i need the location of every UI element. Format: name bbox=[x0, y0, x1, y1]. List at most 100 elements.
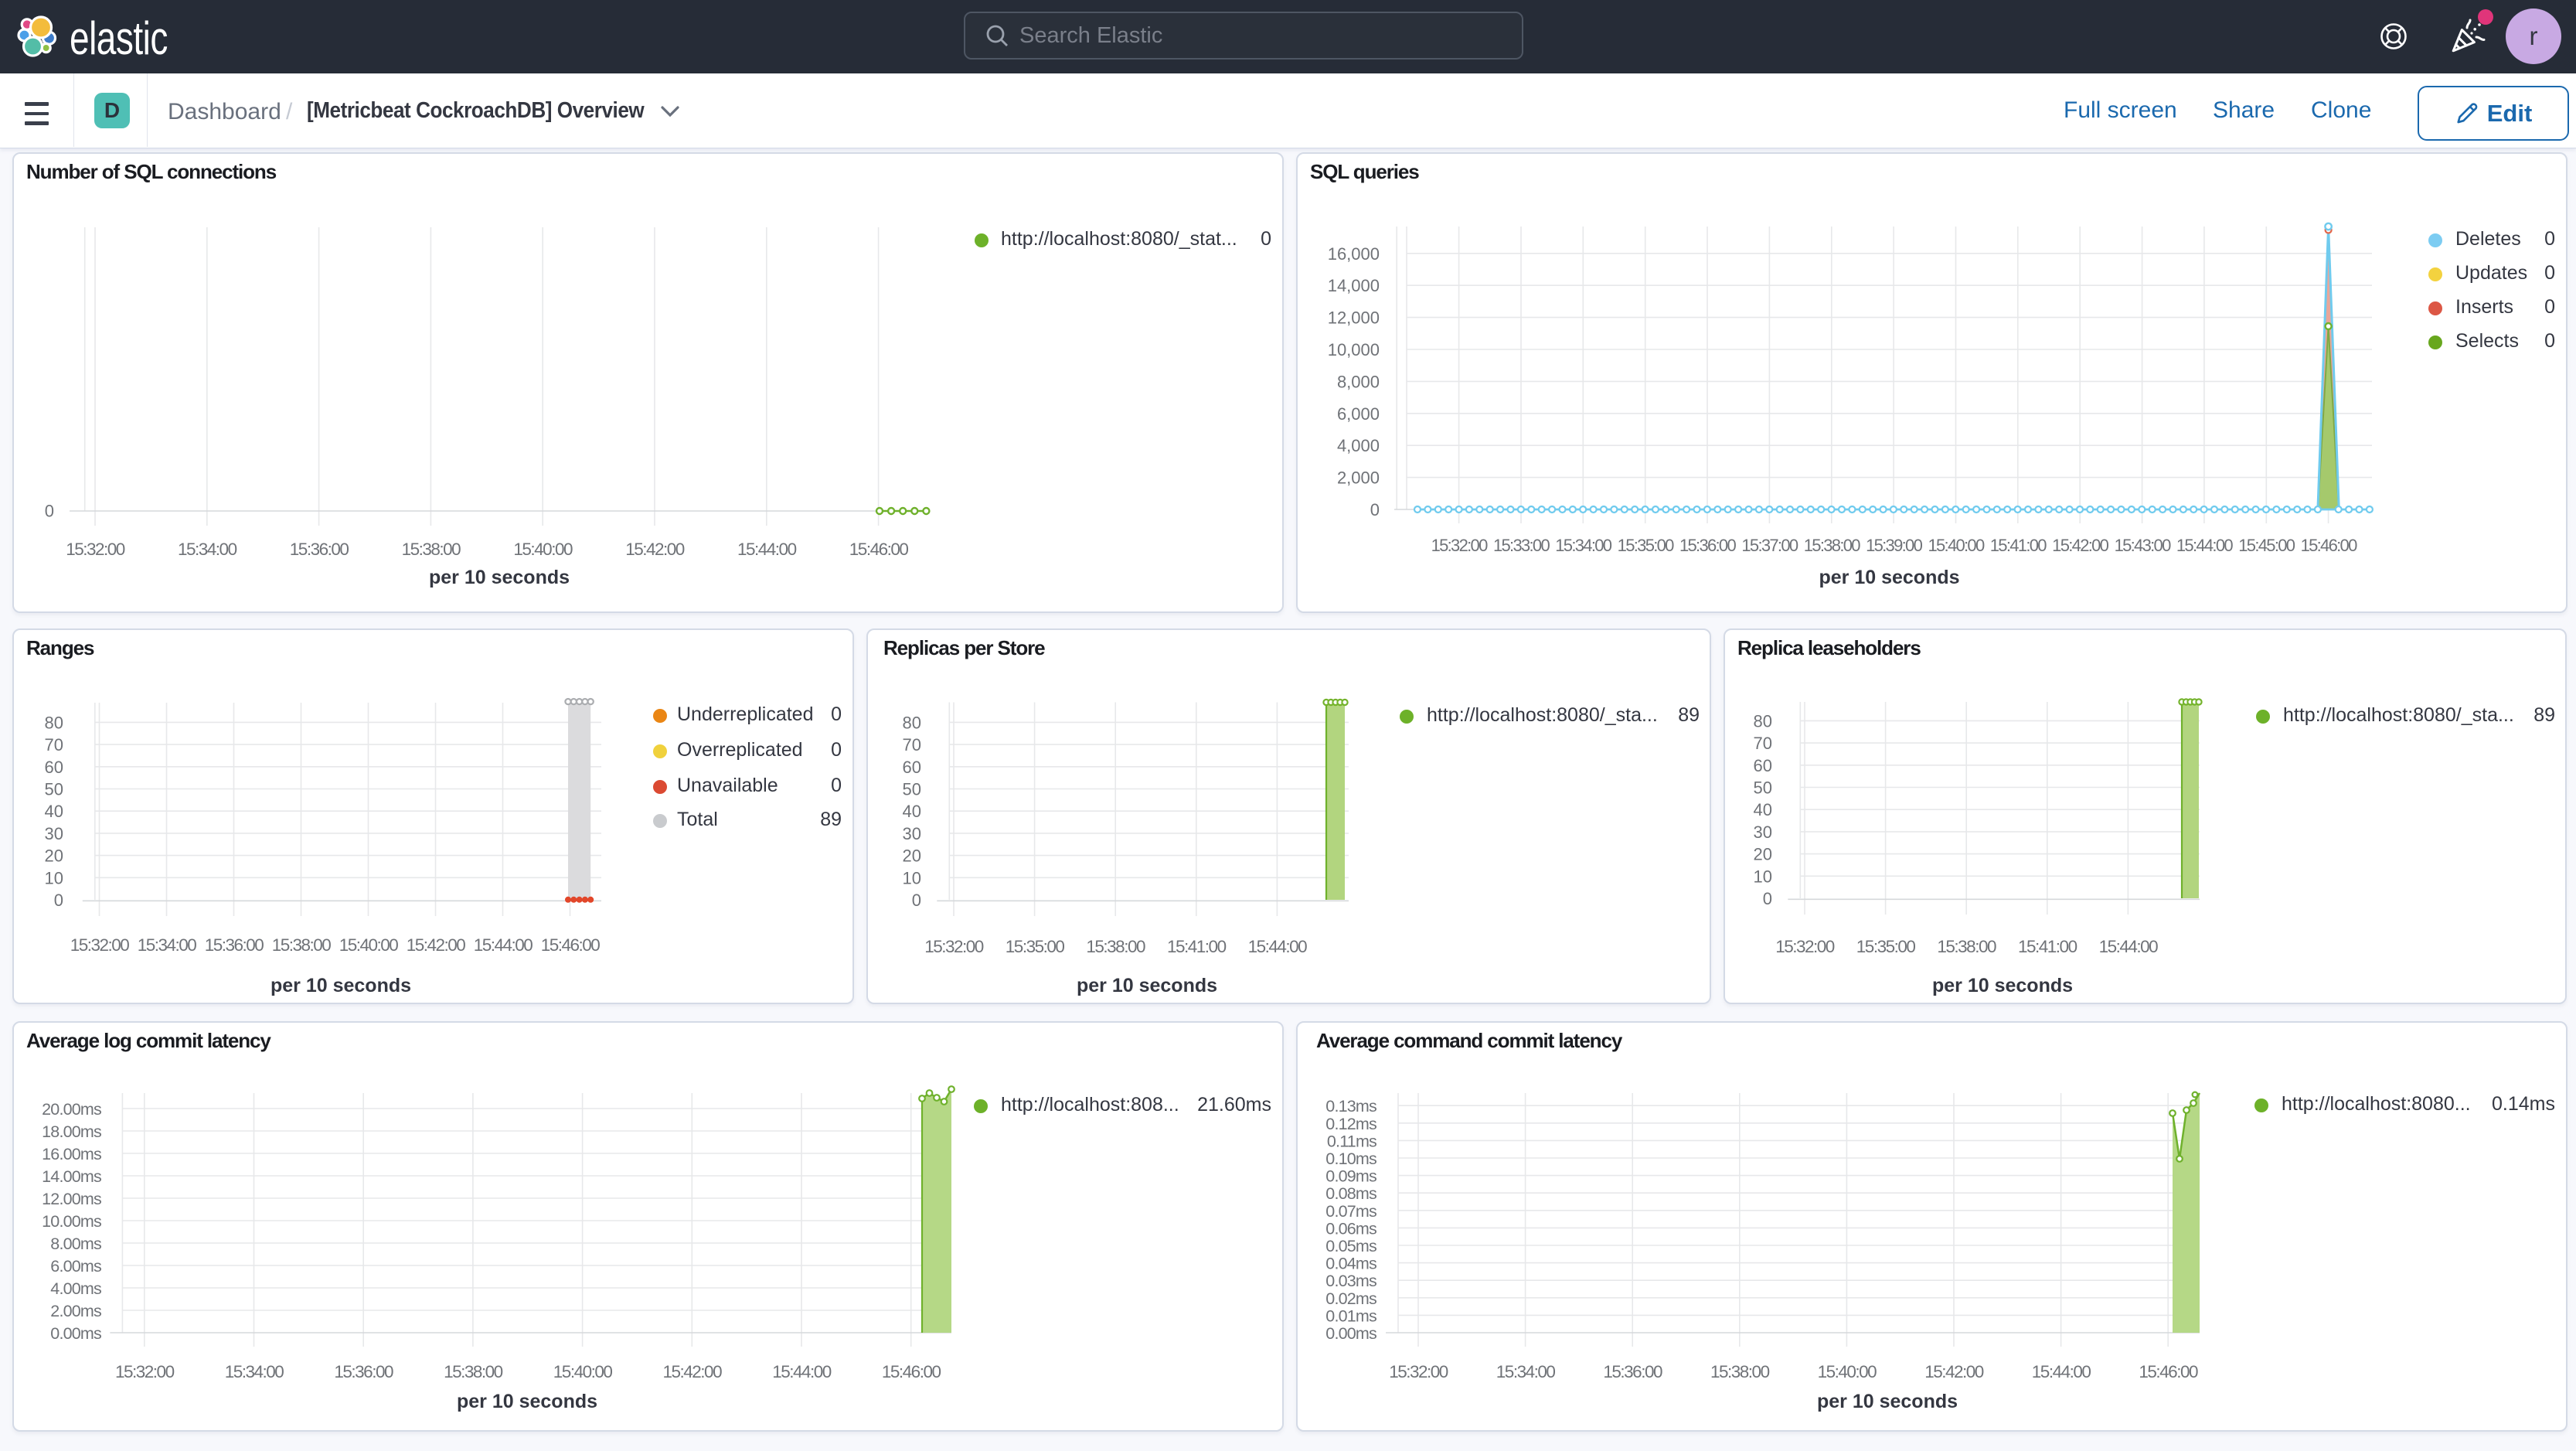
svg-text:40: 40 bbox=[903, 802, 921, 821]
svg-text:0: 0 bbox=[1370, 500, 1380, 519]
svg-text:0.00ms: 0.00ms bbox=[1325, 1324, 1376, 1343]
svg-text:15:39:00: 15:39:00 bbox=[1866, 536, 1923, 555]
svg-text:40: 40 bbox=[1754, 800, 1772, 819]
svg-text:15:42:00: 15:42:00 bbox=[407, 935, 466, 955]
svg-text:15:44:00: 15:44:00 bbox=[474, 935, 533, 955]
svg-text:6.00ms: 6.00ms bbox=[50, 1257, 101, 1276]
svg-text:15:34:00: 15:34:00 bbox=[1555, 536, 1612, 555]
svg-text:80: 80 bbox=[903, 713, 921, 732]
svg-text:15:43:00: 15:43:00 bbox=[2115, 536, 2172, 555]
svg-text:0: 0 bbox=[912, 891, 921, 910]
svg-text:15:44:00: 15:44:00 bbox=[1248, 937, 1308, 956]
svg-text:15:34:00: 15:34:00 bbox=[178, 540, 237, 559]
svg-text:15:46:00: 15:46:00 bbox=[2301, 536, 2358, 555]
svg-text:20.00ms: 20.00ms bbox=[42, 1100, 101, 1119]
svg-text:15:42:00: 15:42:00 bbox=[663, 1362, 723, 1381]
svg-text:15:41:00: 15:41:00 bbox=[2018, 937, 2077, 956]
svg-text:15:35:00: 15:35:00 bbox=[1618, 536, 1675, 555]
svg-text:50: 50 bbox=[1754, 778, 1772, 798]
svg-text:15:44:00: 15:44:00 bbox=[772, 1362, 832, 1381]
svg-text:per 10 seconds: per 10 seconds bbox=[1077, 975, 1217, 996]
svg-text:15:34:00: 15:34:00 bbox=[225, 1362, 284, 1381]
svg-text:15:38:00: 15:38:00 bbox=[402, 540, 461, 559]
svg-text:0.12ms: 0.12ms bbox=[1325, 1115, 1376, 1133]
svg-text:80: 80 bbox=[45, 713, 63, 732]
svg-text:10: 10 bbox=[903, 868, 921, 887]
svg-text:15:32:00: 15:32:00 bbox=[1775, 937, 1835, 956]
svg-text:15:32:00: 15:32:00 bbox=[1431, 536, 1489, 555]
svg-text:0.00ms: 0.00ms bbox=[50, 1324, 101, 1343]
svg-text:15:38:00: 15:38:00 bbox=[272, 935, 332, 955]
svg-text:0.03ms: 0.03ms bbox=[1325, 1272, 1376, 1290]
svg-text:15:44:00: 15:44:00 bbox=[2176, 536, 2234, 555]
svg-text:10,000: 10,000 bbox=[1328, 340, 1380, 359]
svg-text:15:40:00: 15:40:00 bbox=[339, 935, 399, 955]
svg-text:30: 30 bbox=[903, 824, 921, 843]
svg-text:2,000: 2,000 bbox=[1337, 468, 1380, 488]
svg-text:0.10ms: 0.10ms bbox=[1325, 1150, 1376, 1168]
svg-text:15:46:00: 15:46:00 bbox=[541, 935, 601, 955]
svg-text:0.08ms: 0.08ms bbox=[1325, 1184, 1376, 1203]
svg-text:0.09ms: 0.09ms bbox=[1325, 1167, 1376, 1186]
svg-text:2.00ms: 2.00ms bbox=[50, 1302, 101, 1320]
svg-text:14.00ms: 14.00ms bbox=[42, 1167, 101, 1186]
svg-text:70: 70 bbox=[45, 735, 63, 754]
svg-text:15:36:00: 15:36:00 bbox=[1603, 1362, 1662, 1381]
svg-text:per 10 seconds: per 10 seconds bbox=[429, 567, 570, 588]
svg-text:15:46:00: 15:46:00 bbox=[2139, 1362, 2198, 1381]
svg-text:0.02ms: 0.02ms bbox=[1325, 1289, 1376, 1308]
svg-text:4,000: 4,000 bbox=[1337, 436, 1380, 455]
svg-text:15:46:00: 15:46:00 bbox=[849, 540, 909, 559]
svg-text:15:41:00: 15:41:00 bbox=[1167, 937, 1227, 956]
svg-text:30: 30 bbox=[45, 824, 63, 843]
svg-text:6,000: 6,000 bbox=[1337, 404, 1380, 424]
svg-text:0.13ms: 0.13ms bbox=[1325, 1097, 1376, 1115]
svg-text:15:38:00: 15:38:00 bbox=[1937, 937, 1996, 956]
svg-text:4.00ms: 4.00ms bbox=[50, 1279, 101, 1298]
svg-text:15:32:00: 15:32:00 bbox=[115, 1362, 175, 1381]
svg-text:15:44:00: 15:44:00 bbox=[737, 540, 797, 559]
svg-text:0.07ms: 0.07ms bbox=[1325, 1202, 1376, 1221]
svg-text:30: 30 bbox=[1754, 823, 1772, 842]
svg-text:15:36:00: 15:36:00 bbox=[290, 540, 349, 559]
svg-text:15:42:00: 15:42:00 bbox=[1924, 1362, 1984, 1381]
svg-text:10: 10 bbox=[1754, 867, 1772, 886]
svg-text:60: 60 bbox=[903, 758, 921, 777]
svg-text:0: 0 bbox=[1763, 889, 1772, 908]
svg-text:15:38:00: 15:38:00 bbox=[1086, 937, 1145, 956]
svg-text:15:36:00: 15:36:00 bbox=[334, 1362, 393, 1381]
svg-text:per 10 seconds: per 10 seconds bbox=[457, 1391, 597, 1412]
svg-text:80: 80 bbox=[1754, 711, 1772, 731]
svg-text:0: 0 bbox=[54, 891, 63, 910]
svg-text:15:40:00: 15:40:00 bbox=[1818, 1362, 1877, 1381]
svg-text:15:42:00: 15:42:00 bbox=[625, 540, 685, 559]
svg-text:15:33:00: 15:33:00 bbox=[1493, 536, 1550, 555]
svg-text:15:42:00: 15:42:00 bbox=[2052, 536, 2109, 555]
svg-text:18.00ms: 18.00ms bbox=[42, 1122, 101, 1141]
svg-text:15:44:00: 15:44:00 bbox=[2099, 937, 2159, 956]
svg-text:16,000: 16,000 bbox=[1328, 244, 1380, 264]
svg-text:15:44:00: 15:44:00 bbox=[2032, 1362, 2091, 1381]
svg-text:per 10 seconds: per 10 seconds bbox=[1932, 975, 2073, 996]
svg-text:60: 60 bbox=[1754, 756, 1772, 775]
svg-text:70: 70 bbox=[903, 735, 921, 754]
svg-text:0.05ms: 0.05ms bbox=[1325, 1237, 1376, 1255]
svg-text:per 10 seconds: per 10 seconds bbox=[271, 975, 411, 996]
svg-text:15:35:00: 15:35:00 bbox=[1006, 937, 1065, 956]
svg-text:20: 20 bbox=[903, 846, 921, 866]
svg-text:50: 50 bbox=[903, 780, 921, 799]
svg-text:15:32:00: 15:32:00 bbox=[66, 540, 125, 559]
svg-text:0: 0 bbox=[45, 502, 54, 521]
svg-text:15:38:00: 15:38:00 bbox=[1804, 536, 1861, 555]
svg-text:15:38:00: 15:38:00 bbox=[1710, 1362, 1770, 1381]
svg-text:10.00ms: 10.00ms bbox=[42, 1212, 101, 1231]
svg-text:10: 10 bbox=[45, 868, 63, 887]
svg-text:0.04ms: 0.04ms bbox=[1325, 1255, 1376, 1273]
svg-text:40: 40 bbox=[45, 802, 63, 821]
svg-text:0.06ms: 0.06ms bbox=[1325, 1219, 1376, 1238]
svg-text:15:32:00: 15:32:00 bbox=[70, 935, 130, 955]
svg-text:15:36:00: 15:36:00 bbox=[205, 935, 264, 955]
svg-text:15:40:00: 15:40:00 bbox=[1928, 536, 1985, 555]
svg-text:15:40:00: 15:40:00 bbox=[513, 540, 573, 559]
svg-text:12.00ms: 12.00ms bbox=[42, 1190, 101, 1208]
